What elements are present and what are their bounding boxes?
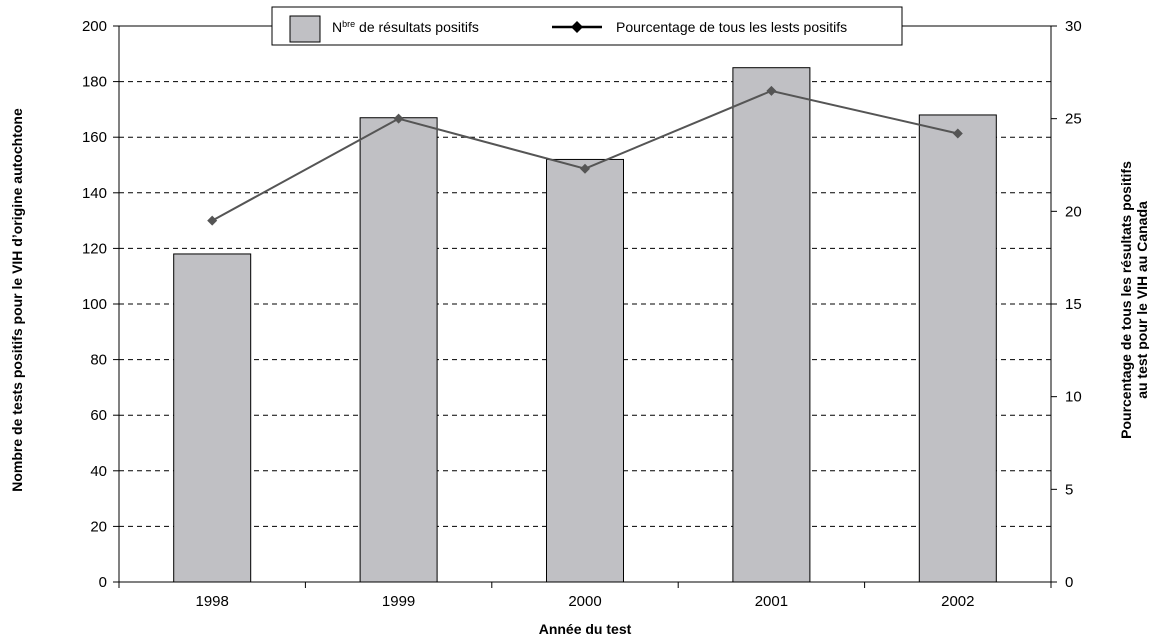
x-axis-title: Année du test — [539, 621, 632, 637]
legend: Nbre de résultats positifs Pourcentage d… — [271, 6, 903, 46]
bar — [359, 117, 438, 583]
y-tick-label: 140 — [82, 185, 107, 202]
y-tick-label: 60 — [90, 407, 107, 424]
y2-tick-label: 20 — [1065, 203, 1082, 220]
x-tick-label: 1999 — [382, 593, 415, 610]
y-tick-label: 200 — [82, 18, 107, 35]
legend-bar-label-main: N — [332, 19, 342, 35]
y-tick-label: 80 — [90, 352, 107, 369]
y2-tick-label: 30 — [1065, 18, 1082, 35]
y-tick-label: 120 — [82, 240, 107, 257]
legend-bar-label: Nbre de résultats positifs — [332, 19, 479, 35]
x-tick-label: 2001 — [755, 593, 788, 610]
data-point — [393, 113, 404, 124]
legend-bar-swatch — [289, 15, 321, 43]
legend-line-label: Pourcentage de tous les lests positifs — [616, 19, 847, 35]
y-tick-label: 0 — [99, 574, 107, 591]
x-tick-label: 2000 — [568, 593, 601, 610]
line-series — [207, 85, 963, 226]
y2-tick-label: 10 — [1065, 389, 1082, 406]
data-point — [766, 85, 777, 96]
x-tick-label: 2002 — [941, 593, 974, 610]
legend-bar-label-rest: de résultats positifs — [355, 19, 479, 35]
bar-series — [173, 67, 997, 583]
bar — [918, 114, 997, 583]
data-point — [207, 215, 218, 226]
y-tick-label: 180 — [82, 74, 107, 91]
y-axis-title: Nombre de tests positifs pour le VIH d’o… — [9, 108, 25, 492]
legend-bar-label-sup: bre — [342, 19, 355, 29]
y2-tick-label: 0 — [1065, 574, 1073, 591]
y-tick-label: 20 — [90, 518, 107, 535]
bar — [546, 158, 624, 583]
y2-axis-title-line2: au test pour le VIH au Canada — [1134, 201, 1149, 399]
y-tick-label: 40 — [90, 463, 107, 480]
bar — [732, 67, 811, 583]
bar — [173, 253, 252, 583]
y2-tick-label: 15 — [1065, 296, 1082, 313]
y-tick-label: 100 — [82, 296, 107, 313]
y2-tick-label: 5 — [1065, 481, 1073, 498]
axes: 0204060801001201401601802000510152025301… — [82, 18, 1082, 610]
y-tick-label: 160 — [82, 129, 107, 146]
data-point — [952, 128, 963, 139]
y2-axis-title-line1: Pourcentage de tous les résultats positi… — [1118, 161, 1134, 439]
legend-line-marker — [571, 21, 583, 33]
y2-tick-label: 25 — [1065, 111, 1082, 128]
x-tick-label: 1998 — [196, 593, 229, 610]
data-point — [580, 163, 590, 174]
